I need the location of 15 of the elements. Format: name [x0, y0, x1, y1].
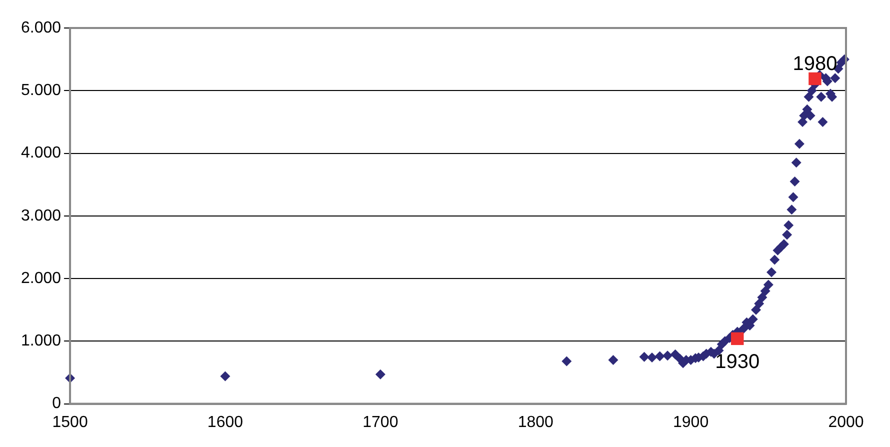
y-tick-label: 2.000	[20, 270, 62, 287]
y-tick-label: 5.000	[20, 82, 62, 100]
x-tick-label: 1700	[362, 414, 398, 431]
x-tick-label: 1500	[52, 414, 88, 431]
x-tick-label: 2000	[828, 414, 864, 431]
x-tick-label: 1900	[673, 414, 709, 431]
annotation: 1930	[715, 351, 760, 374]
x-tick-label: 1600	[207, 414, 244, 431]
y-tick-label: 4.000	[20, 144, 62, 162]
x-tick-label: 1800	[518, 414, 554, 431]
annotation: 1980	[792, 53, 838, 76]
y-tick-label: 3.000	[20, 207, 62, 224]
y-tick-label: 0	[52, 395, 62, 412]
y-tick-label: 6.000	[20, 19, 62, 36]
y-tick-label: 1.000	[20, 332, 62, 350]
